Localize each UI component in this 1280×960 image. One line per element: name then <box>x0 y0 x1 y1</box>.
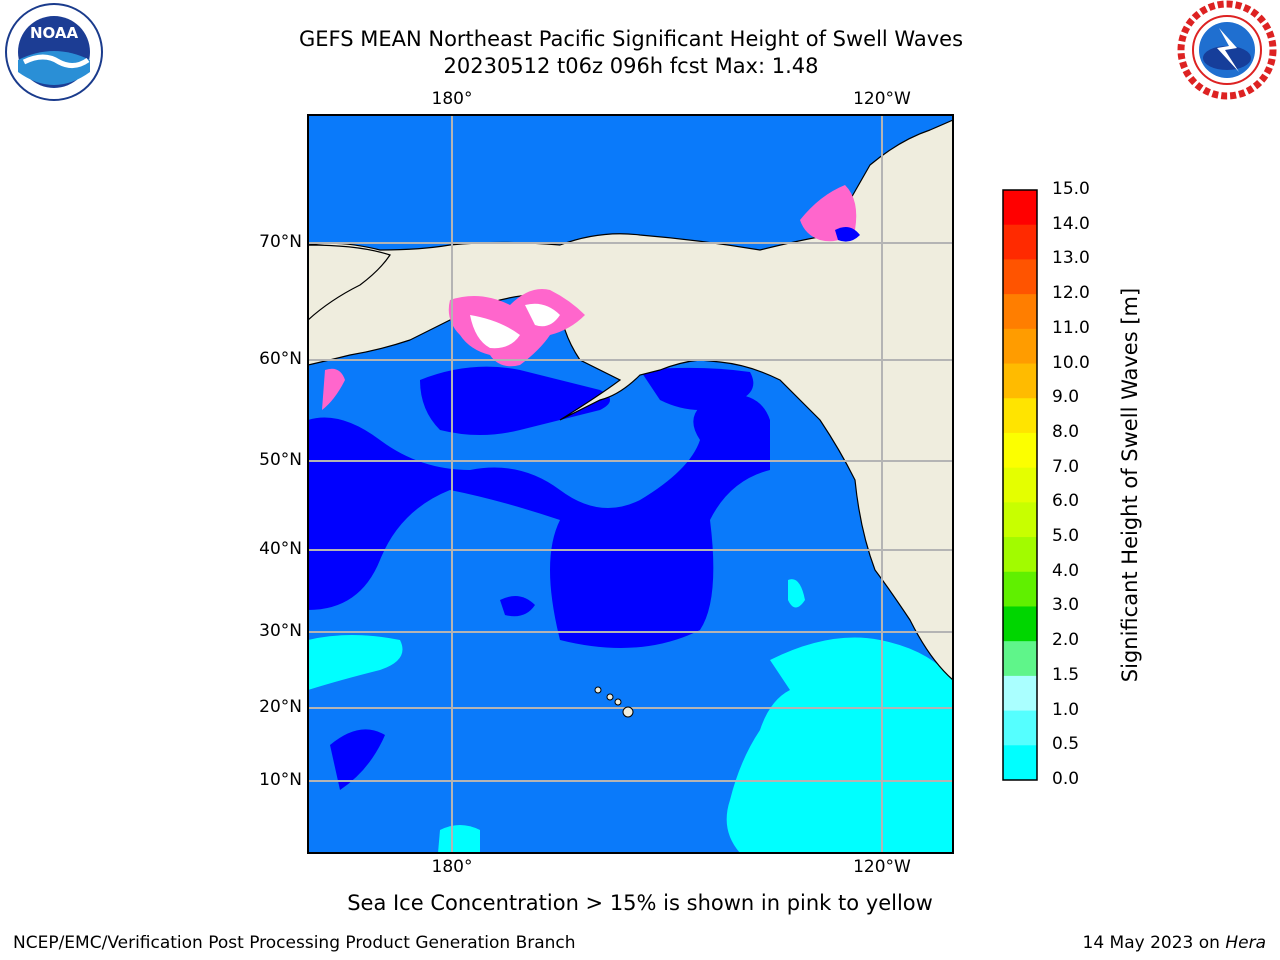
colorbar-bin <box>1003 259 1037 295</box>
colorbar-tick-label: 8.0 <box>1052 421 1080 442</box>
colorbar-tick-label: 1.0 <box>1052 699 1080 720</box>
colorbar-tick-label: 13.0 <box>1052 248 1090 269</box>
colorbar-tick-label: 0.0 <box>1052 769 1080 789</box>
colorbar-label: Significant Height of Swell Waves [m] <box>1118 287 1142 683</box>
colorbar-tick-label: 7.0 <box>1052 456 1080 477</box>
colorbar-bin <box>1003 606 1037 642</box>
lat-label-30n: 30°N <box>259 621 302 641</box>
colorbar-tick-label: 12.0 <box>1052 283 1090 304</box>
sea-ice-note: Sea Ice Concentration > 15% is shown in … <box>347 891 933 915</box>
colorbar-tick-label: 9.0 <box>1052 387 1080 408</box>
colorbar-bin <box>1003 467 1037 503</box>
lat-label-50n: 50°N <box>259 450 302 470</box>
lat-label-40n: 40°N <box>259 539 302 559</box>
colorbar-tick-label: 2.0 <box>1052 630 1080 651</box>
colorbar-tick-label: 1.5 <box>1052 664 1080 685</box>
colorbar-tick-label: 15.0 <box>1052 179 1090 199</box>
colorbar-bin <box>1003 294 1037 330</box>
lat-label-20n: 20°N <box>259 697 302 717</box>
lat-label-70n: 70°N <box>259 232 302 252</box>
graticule <box>308 115 953 853</box>
footer-date: 14 May 2023 on Hera <box>1083 933 1267 953</box>
chart-subtitle: 20230512 t06z 096h fcst Max: 1.48 <box>443 54 819 78</box>
hawaii <box>594 686 634 718</box>
colorbar-tick-label: 5.0 <box>1052 526 1080 547</box>
colorbar <box>1002 189 1038 781</box>
chart-title: GEFS MEAN Northeast Pacific Significant … <box>298 27 964 51</box>
colorbar-bin <box>1003 502 1037 538</box>
colorbar-tick-label: 4.0 <box>1052 560 1080 581</box>
colorbar-tick-label: 11.0 <box>1052 317 1090 338</box>
colorbar-tick-label: 6.0 <box>1052 491 1080 512</box>
colorbar-tick-label: 3.0 <box>1052 595 1080 616</box>
ocean-swell-1.0-1.5 <box>308 635 403 690</box>
colorbar-tick-label: 14.0 <box>1052 213 1090 234</box>
colorbar-bin <box>1003 398 1037 434</box>
noaa-logo: NOAA <box>5 3 103 101</box>
colorbar-bin <box>1003 641 1037 677</box>
ocean-swell-0-0.5 <box>308 394 770 648</box>
map-frame <box>307 114 954 854</box>
lat-label-60n: 60°N <box>259 349 302 369</box>
footer-host: Hera <box>1225 933 1266 953</box>
colorbar-bin <box>1003 675 1037 712</box>
colorbar-bin <box>1003 571 1037 607</box>
colorbar-tick-label: 0.5 <box>1052 734 1080 755</box>
noaa-logo-text: NOAA <box>30 24 79 42</box>
colorbar-bin <box>1003 224 1037 260</box>
colorbar-bin <box>1003 363 1037 399</box>
colorbar-bin <box>1003 537 1037 573</box>
colorbar-bin <box>1003 190 1037 226</box>
lon-label-top-180: 180° <box>431 89 473 109</box>
colorbar-bin <box>1003 745 1037 781</box>
colorbar-bin <box>1003 432 1037 469</box>
lat-label-10n: 10°N <box>259 770 302 790</box>
lon-label-bottom-120w: 120°W <box>853 857 911 877</box>
footer-date-text: 14 May 2023 on <box>1082 933 1226 953</box>
colorbar-tick-label: 10.0 <box>1052 352 1090 373</box>
nws-logo <box>1177 0 1277 100</box>
colorbar-bin <box>1003 328 1037 365</box>
lon-label-top-120w: 120°W <box>853 89 911 109</box>
lon-label-bottom-180: 180° <box>431 857 473 877</box>
footer-credit: NCEP/EMC/Verification Post Processing Pr… <box>13 933 576 953</box>
colorbar-bin <box>1003 710 1037 746</box>
